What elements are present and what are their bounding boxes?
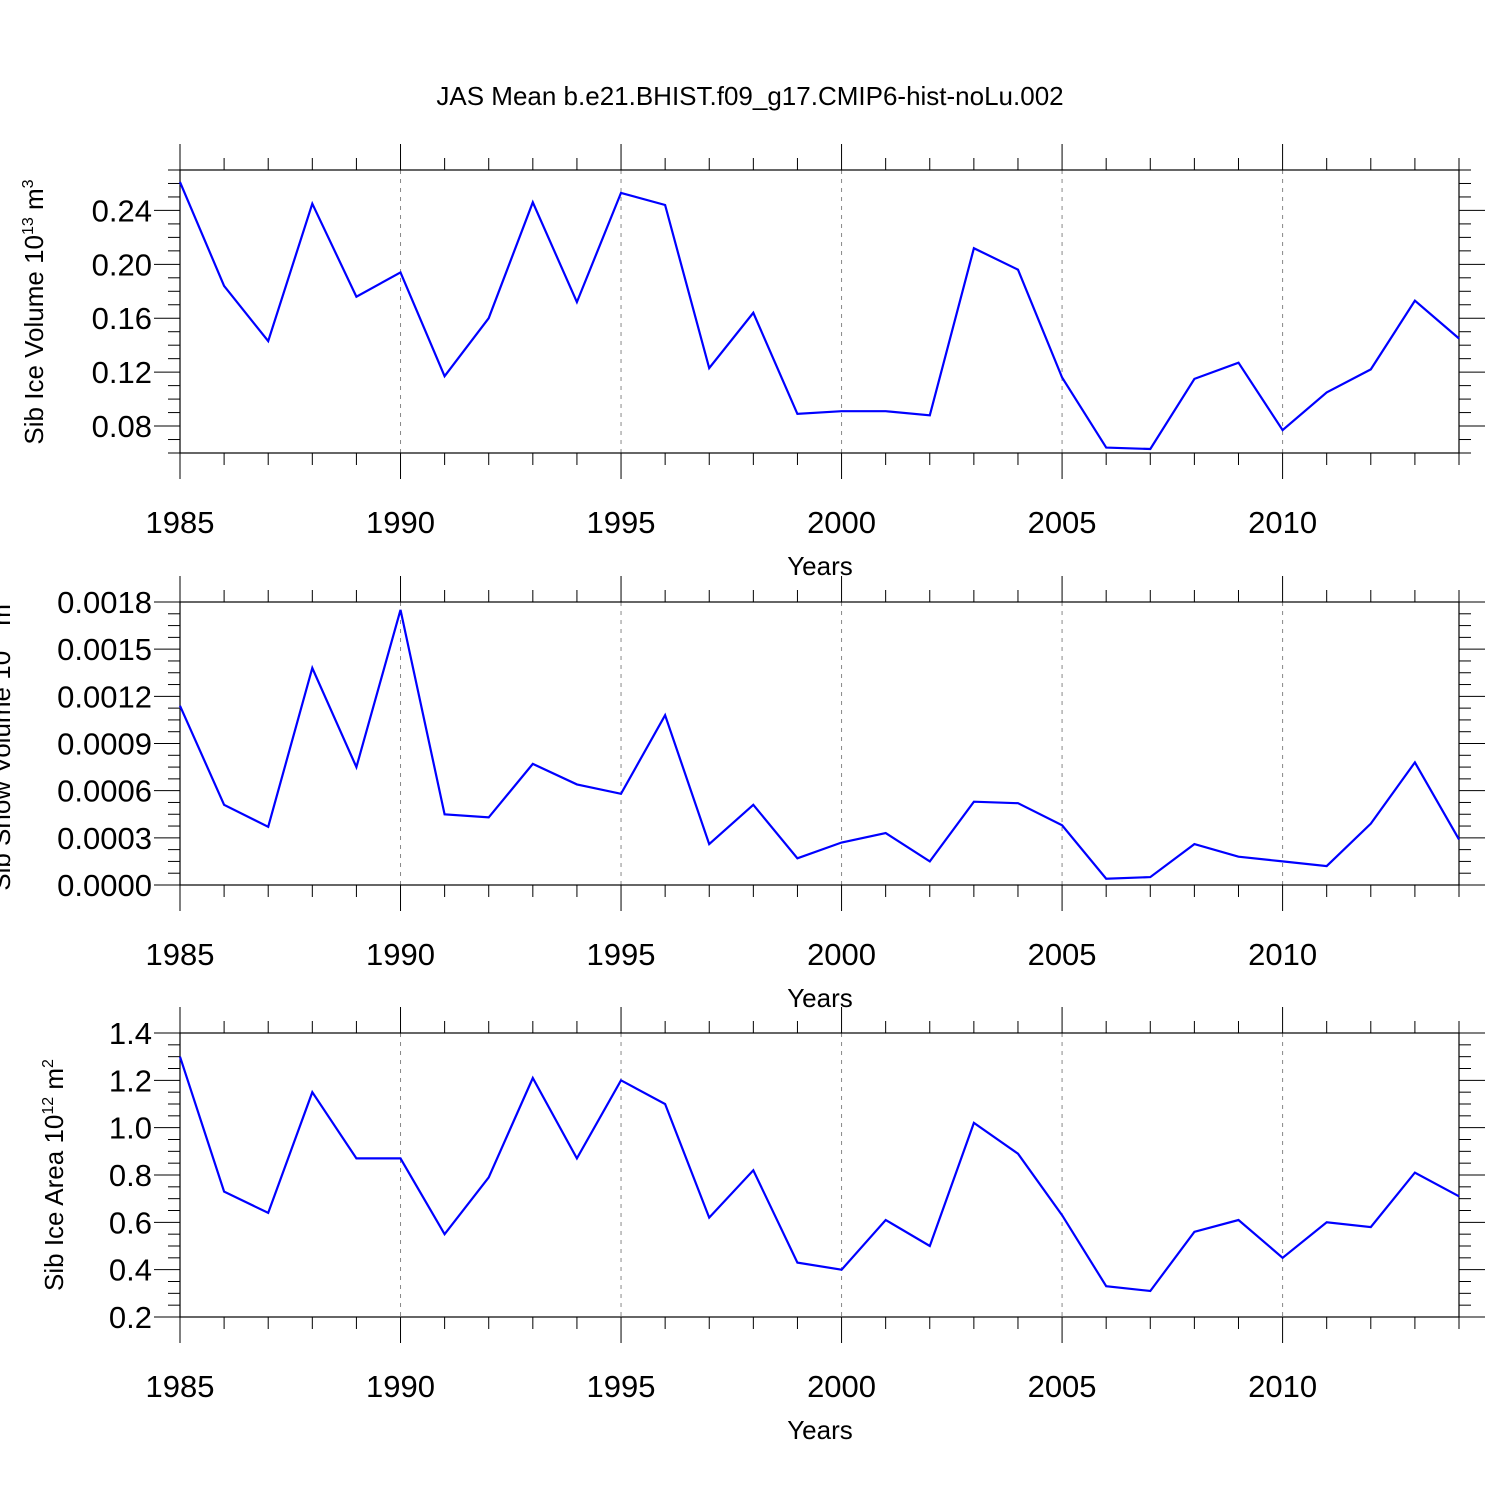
x-tick-label: 1995 [587,937,656,972]
x-tick-label: 2010 [1248,1369,1317,1404]
y-tick-label: 0.08 [92,409,152,444]
plot-frame [179,169,1460,454]
y-tick-label: 0.4 [109,1253,152,1288]
y-axis-label-text: Sib Snow Volume 10 [0,651,16,891]
y-tick-label: 0.16 [92,301,152,336]
x-tick-label: 2000 [807,937,876,972]
x-tick-label: 2005 [1028,937,1097,972]
y-tick-label: 0.12 [92,355,152,390]
y-axis-label-exponent: 12 [40,1097,57,1115]
plot-frame [179,1032,1460,1318]
x-tick-label: 2005 [1028,1369,1097,1404]
plot-frame [179,601,1460,886]
y-tick-label: 0.0012 [57,679,152,714]
x-tick-label: 1985 [146,505,215,540]
y-tick-label: 1.0 [109,1111,152,1146]
y-tick-label: 1.4 [109,1016,152,1051]
y-axis-label: Sib Ice Volume 1013 m3 [19,179,49,444]
x-tick-label: 1990 [366,1369,435,1404]
x-tick-label: 1995 [587,1369,656,1404]
y-axis-label-unit-exponent: 2 [40,1059,57,1068]
panel-2: 1985 1990 1995 2000 2005 2010 Years 0.0000 0.000… [0,576,1485,1013]
y-axis-label-text: Sib Ice Volume 10 [19,235,49,445]
y-tick-label: 1.2 [109,1063,152,1098]
y-tick-label: 0.6 [109,1205,152,1240]
y-axis-label-unit: m [39,1068,69,1097]
x-tick-label: 2000 [807,1369,876,1404]
y-axis-label-unit: m [0,604,16,633]
x-tick-label: 2010 [1248,937,1317,972]
y-tick-label: 0.0003 [57,821,152,856]
y-tick-label: 0.0009 [57,727,152,762]
y-axis-label-exponent: 13 [0,633,4,651]
x-tick-label: 1985 [146,937,215,972]
y-tick-label: 0.0000 [57,868,152,903]
series-line-sib-ice-area [178,1056,1460,1293]
x-tick-label: 2010 [1248,505,1317,540]
series-line-sib-ice-volume [178,181,1460,451]
x-tick-label: 2005 [1028,505,1097,540]
y-tick-label: 0.0006 [57,774,152,809]
x-axis-label: Years [787,551,853,581]
panel-1: 1985 1990 1995 2000 2005 2010 Years 0.08 0.12 0.1… [19,144,1485,581]
y-axis-label-unit-exponent: 3 [20,179,37,188]
x-tick-label: 1990 [366,505,435,540]
y-tick-label: 0.20 [92,247,152,282]
y-tick-label: 0.0018 [57,585,152,620]
panel-3: 1985 1990 1995 2000 2005 2010 Years 0.2 0.4 0.6 0.… [39,1007,1485,1445]
y-tick-label: 0.2 [109,1300,152,1335]
y-axis-label-unit: m [19,188,49,217]
y-axis-label: Sib Snow Volume 1013 m3 [0,595,16,891]
series-line-sib-snow-volume [178,609,1460,880]
y-axis-label-unit-exponent: 3 [0,595,4,604]
x-tick-label: 1995 [587,505,656,540]
chart-title: JAS Mean b.e21.BHIST.f09_g17.CMIP6-hist-… [436,81,1063,111]
x-tick-label: 1990 [366,937,435,972]
y-axis-label: Sib Ice Area 1012 m2 [39,1059,69,1291]
x-tick-label: 2000 [807,505,876,540]
y-tick-label: 0.8 [109,1158,152,1193]
y-tick-label: 0.0015 [57,632,152,667]
y-axis-label-text: Sib Ice Area 10 [39,1115,69,1291]
x-axis-label: Years [787,1415,853,1445]
y-axis-label-exponent: 13 [20,217,37,235]
x-axis-label: Years [787,983,853,1013]
x-tick-label: 1985 [146,1369,215,1404]
y-tick-label: 0.24 [92,193,152,228]
